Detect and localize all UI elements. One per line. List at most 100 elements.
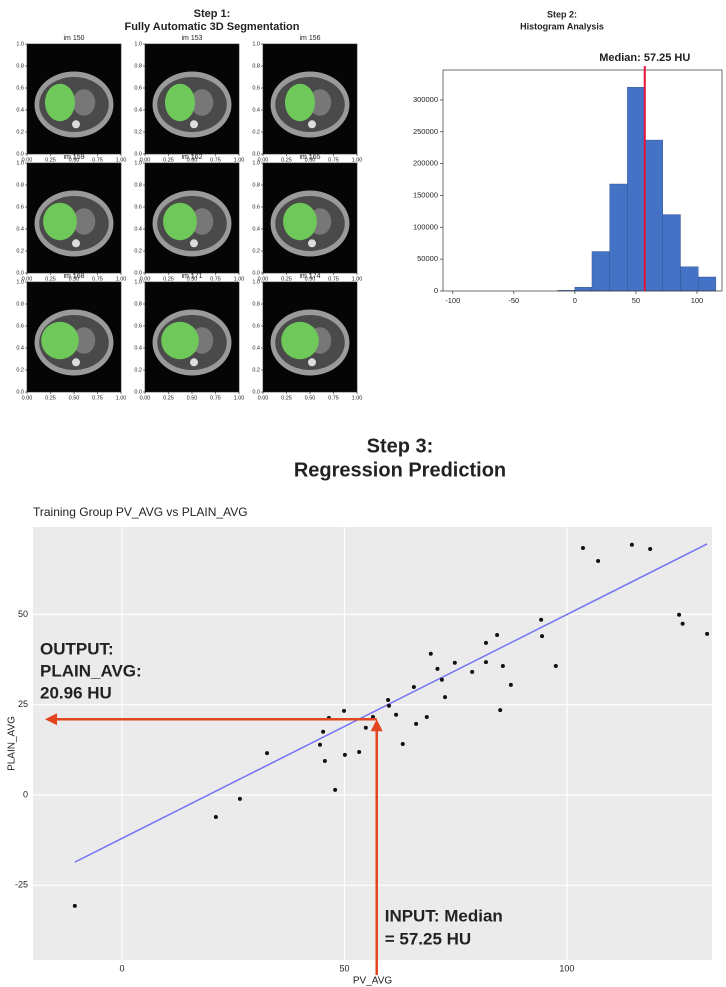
ct-organ	[73, 89, 96, 115]
x-tick-label: 0.25	[281, 157, 292, 163]
step1-title: Fully Automatic 3D Segmentation	[124, 21, 299, 33]
y-tick-label: 0.4	[134, 226, 142, 232]
histogram-bar	[575, 287, 592, 291]
y-tick-label: 0.4	[252, 345, 260, 351]
x-tick-label: 0.75	[210, 276, 221, 282]
y-tick-label: 0.6	[252, 85, 260, 91]
y-tick-label: 0.6	[134, 323, 142, 329]
data-point	[412, 685, 416, 689]
y-tick-label: 100000	[413, 222, 438, 231]
data-point	[343, 753, 347, 757]
y-tick-label: 0.6	[252, 323, 260, 329]
x-tick-label: 0.50	[69, 395, 80, 401]
y-tick-label: 0.4	[16, 107, 24, 113]
data-point	[73, 904, 77, 908]
x-tick-label: 1.00	[352, 157, 363, 163]
data-point	[539, 618, 543, 622]
data-point	[401, 742, 405, 746]
x-tick-label: 0.75	[328, 276, 339, 282]
x-tick-label: 1.00	[234, 276, 245, 282]
x-tick-label: 0.75	[328, 395, 339, 401]
data-point	[554, 664, 558, 668]
x-tick-label: 0.75	[92, 276, 103, 282]
liver-segmentation	[283, 203, 317, 240]
data-point	[318, 743, 322, 747]
data-point	[394, 713, 398, 717]
figure: Step 1: Fully Automatic 3D Segmentation …	[0, 0, 726, 987]
y-tick-label: 1.0	[252, 279, 260, 285]
y-tick-label: 0	[23, 789, 28, 799]
y-tick-label: 1.0	[134, 41, 142, 47]
panel-title: im 162	[181, 154, 202, 161]
median-label: Median: 57.25 HU	[599, 52, 690, 64]
liver-segmentation	[285, 84, 315, 121]
y-tick-label: 0.4	[16, 226, 24, 232]
y-axis-label: PLAIN_AVG	[7, 716, 18, 771]
y-tick-label: 0.8	[134, 63, 142, 69]
y-tick-label: 1.0	[134, 160, 142, 166]
liver-segmentation	[43, 203, 77, 240]
ct-spine	[190, 239, 198, 247]
y-tick-label: 0.2	[252, 248, 260, 254]
data-point	[357, 750, 361, 754]
output-label: OUTPUT:	[40, 639, 114, 658]
step3-heading: Regression Prediction	[294, 459, 506, 481]
ct-spine	[308, 120, 316, 128]
x-tick-label: 100	[691, 296, 704, 305]
panel-title: im 165	[299, 154, 320, 161]
chart-title: Training Group PV_AVG vs PLAIN_AVG	[33, 505, 248, 519]
x-tick-label: 1.00	[116, 395, 127, 401]
x-tick-label: 100	[559, 963, 574, 973]
y-tick-label: 50000	[417, 254, 438, 263]
x-tick-label: 0.50	[305, 395, 316, 401]
liver-segmentation	[41, 322, 79, 359]
data-point	[342, 709, 346, 713]
data-point	[677, 613, 681, 617]
y-tick-label: 0.2	[134, 367, 142, 373]
step2-title: Histogram Analysis	[520, 21, 604, 31]
y-tick-label: 0.6	[16, 323, 24, 329]
x-tick-label: 50	[339, 963, 349, 973]
y-tick-label: 0.8	[252, 182, 260, 188]
y-tick-label: 0	[434, 286, 438, 295]
y-tick-label: 1.0	[16, 279, 24, 285]
x-tick-label: 0.00	[258, 395, 269, 401]
y-tick-label: 250000	[413, 127, 438, 136]
y-tick-label: 0.2	[16, 129, 24, 135]
input-label: = 57.25 HU	[385, 929, 471, 948]
x-tick-label: 0.25	[281, 395, 292, 401]
x-tick-label: 1.00	[352, 395, 363, 401]
data-point	[495, 633, 499, 637]
data-point	[470, 670, 474, 674]
x-tick-label: 0.75	[210, 395, 221, 401]
x-tick-label: 0.25	[163, 395, 174, 401]
y-tick-label: 0.8	[134, 301, 142, 307]
x-tick-label: 0.25	[45, 395, 56, 401]
x-tick-label: 0.75	[92, 395, 103, 401]
x-tick-label: 0.00	[22, 395, 33, 401]
data-point	[596, 559, 600, 563]
y-tick-label: 0.4	[252, 226, 260, 232]
y-tick-label: 1.0	[16, 41, 24, 47]
data-point	[509, 683, 513, 687]
data-point	[323, 759, 327, 763]
y-tick-label: 300000	[413, 95, 438, 104]
y-tick-label: 1.0	[134, 279, 142, 285]
y-tick-label: 0.8	[16, 301, 24, 307]
y-tick-label: 0.4	[252, 107, 260, 113]
data-point	[705, 632, 709, 636]
data-point	[648, 547, 652, 551]
y-tick-label: 50	[18, 609, 28, 619]
data-point	[540, 634, 544, 638]
liver-segmentation	[45, 84, 75, 121]
data-point	[386, 698, 390, 702]
x-tick-label: 1.00	[234, 157, 245, 163]
step3-heading: Step 3:	[367, 435, 434, 457]
x-tick-label: 0.00	[140, 395, 151, 401]
x-tick-label: 0.25	[163, 276, 174, 282]
panel-title: im 153	[181, 35, 202, 42]
input-label: INPUT: Median	[385, 906, 503, 925]
data-point	[364, 726, 368, 730]
ct-spine	[308, 358, 316, 366]
x-tick-label: 1.00	[352, 276, 363, 282]
